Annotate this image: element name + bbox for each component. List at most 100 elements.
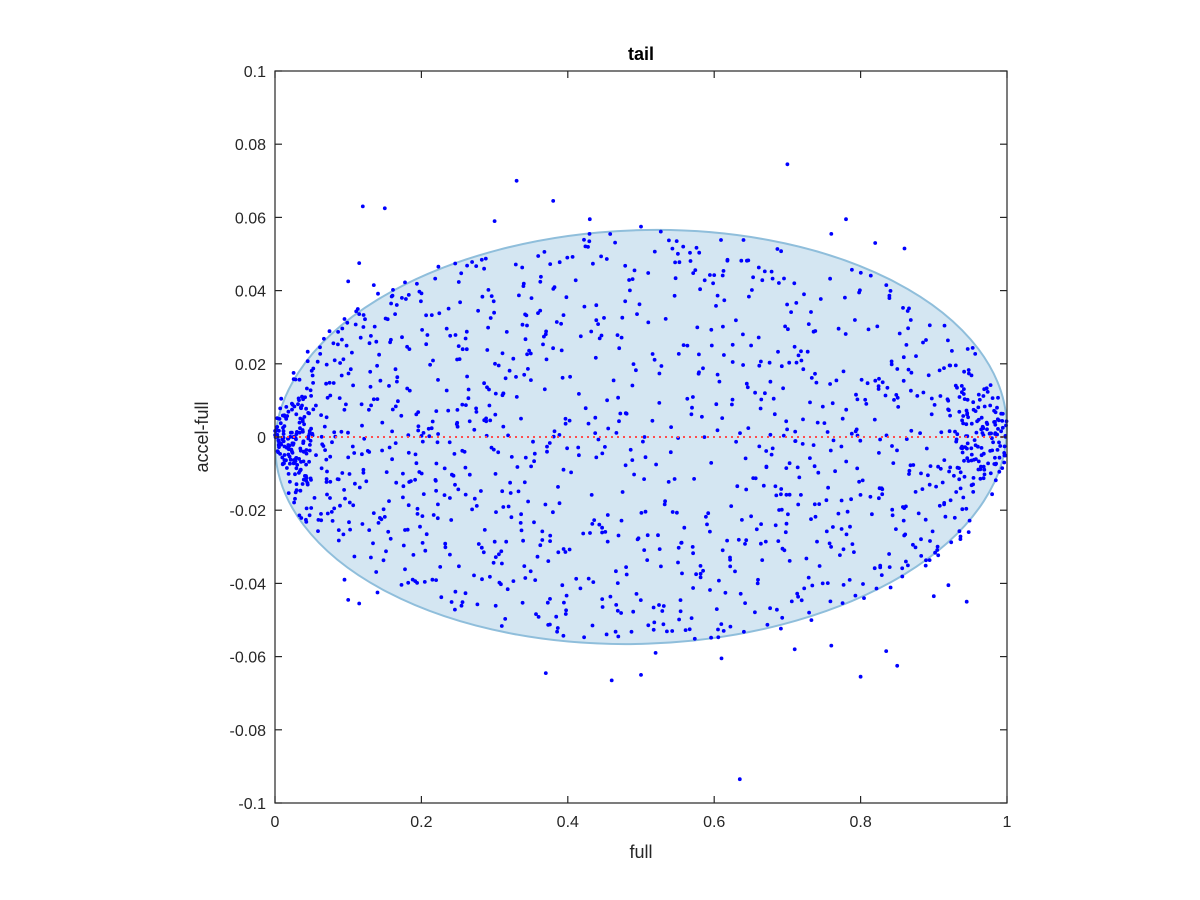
data-point [500,561,504,566]
data-point [942,458,947,462]
data-point [594,303,599,308]
data-point [872,566,877,571]
data-point [311,366,316,371]
data-point [561,547,566,551]
data-point [928,539,932,543]
data-point [390,429,394,434]
data-point [841,369,846,374]
data-point [308,438,313,443]
data-point [905,309,910,313]
data-point [756,335,761,340]
data-point [528,351,533,356]
data-point [691,395,695,399]
data-point [681,244,686,249]
data-point [293,496,297,501]
data-point [997,455,1002,460]
data-point [979,427,984,432]
data-point [276,443,281,448]
data-point [314,453,318,457]
data-point [466,387,471,392]
data-point [645,558,650,562]
data-point [938,466,943,471]
data-point [387,445,392,450]
data-point [1002,460,1007,465]
data-point [777,281,781,285]
data-point [715,293,720,298]
y-tick-label: 0.1 [244,64,266,81]
data-point [439,595,444,600]
data-point [795,465,800,470]
data-point [957,477,962,482]
data-point [455,408,460,412]
data-point [563,550,568,554]
data-point [300,482,305,486]
data-point [275,432,280,437]
data-point [568,374,572,379]
data-point [555,626,560,630]
data-point [371,541,375,546]
data-point [594,455,599,460]
data-point [744,538,749,543]
data-point [797,475,802,480]
data-point [361,470,366,475]
data-point [424,313,428,318]
data-point [371,511,376,515]
data-point [997,440,1001,445]
data-point [278,406,283,411]
data-point [520,265,525,270]
data-point [416,424,421,429]
data-point [855,466,860,471]
data-point [420,514,425,518]
data-point [852,550,856,554]
y-tick-label: -0.08 [230,723,267,740]
data-point [536,615,541,619]
data-point [966,459,971,463]
data-point [407,347,412,351]
data-point [368,369,373,374]
data-point [419,471,424,476]
data-point [275,416,280,421]
data-point [281,432,286,436]
data-point [976,405,981,410]
data-point [979,415,984,420]
data-point [499,582,503,587]
data-point [407,388,412,393]
data-point [435,440,440,445]
data-point [493,472,498,476]
data-point [449,600,454,604]
data-point [694,572,698,577]
data-point [709,635,713,640]
data-point [480,294,485,299]
data-point [681,343,686,347]
data-point [538,308,543,313]
data-point [653,651,658,655]
data-point [386,529,391,534]
data-point [347,500,352,505]
data-point [429,313,434,317]
data-point [639,511,644,515]
data-point [472,496,477,501]
data-point [642,548,647,552]
data-point [877,451,881,455]
data-point [813,371,817,376]
y-tick-label: 0 [257,430,266,447]
data-point [608,232,613,236]
data-point [492,539,497,544]
data-point [858,288,862,293]
data-point [522,480,527,485]
data-point [526,367,530,371]
data-point [431,513,436,517]
data-point [1000,466,1005,470]
data-point [406,580,411,585]
data-point [536,254,541,258]
data-point [992,462,997,466]
data-point [528,569,533,574]
data-point [474,410,479,414]
data-point [993,478,998,483]
data-point [949,540,954,545]
data-point [552,285,557,290]
data-point [666,480,671,484]
data-point [875,324,880,329]
data-point [329,510,334,514]
data-point [365,449,370,453]
